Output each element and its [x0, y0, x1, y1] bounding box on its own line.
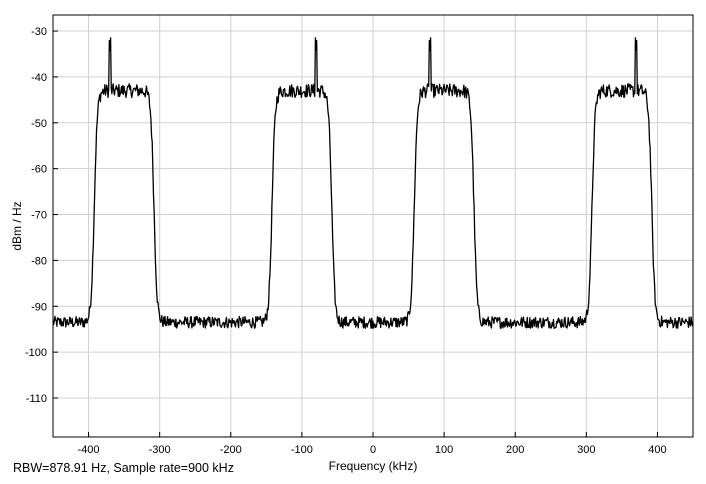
y-tick-label: -110: [26, 393, 47, 405]
y-tick-label: -90: [31, 301, 47, 313]
x-tick-label: 300: [577, 444, 595, 456]
y-axis-ticks: -30 -40 -50 -60 -70 -80 -90 -100 -110: [25, 26, 58, 405]
x-tick-label: -100: [291, 444, 313, 456]
x-tick-label: 200: [506, 444, 524, 456]
x-tick-label: -300: [149, 444, 171, 456]
y-tick-label: -100: [25, 347, 47, 359]
grid-lines: [53, 15, 693, 437]
y-tick-label: -60: [31, 164, 47, 176]
y-tick-label: -50: [31, 118, 47, 130]
x-tick-label: 100: [435, 444, 453, 456]
x-tick-label: 0: [370, 444, 376, 456]
x-tick-label: 400: [648, 444, 666, 456]
psd-trace: [52, 37, 694, 329]
series-group: [52, 37, 694, 329]
y-tick-label: -40: [31, 72, 47, 84]
y-axis-label: dBm / Hz: [10, 201, 24, 250]
x-axis-ticks: -400 -300 -200 -100 0 100 200 300 400: [78, 432, 667, 456]
y-tick-label: -70: [31, 210, 47, 222]
x-tick-label: -200: [220, 444, 242, 456]
y-tick-label: -30: [31, 26, 47, 38]
y-tick-label: -80: [31, 255, 47, 267]
x-tick-label: -400: [78, 444, 100, 456]
footer-caption: RBW=878.91 Hz, Sample rate=900 kHz: [13, 461, 234, 475]
x-axis-label: Frequency (kHz): [329, 459, 418, 473]
